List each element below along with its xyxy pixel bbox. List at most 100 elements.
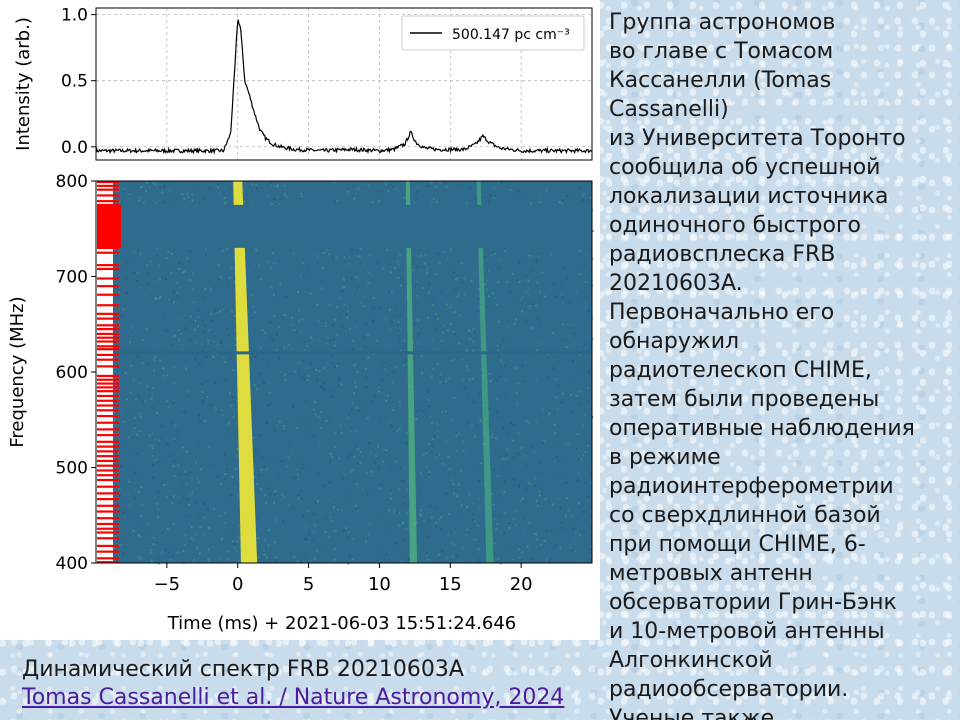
rfi-flag-mark: [97, 200, 119, 203]
burst-component-2: [405, 181, 418, 563]
article-text-line: локализации источника: [609, 184, 889, 209]
rfi-flag-mark: [97, 304, 119, 307]
rfi-flag-mark: [97, 409, 119, 412]
article-text-line: и 10-метровой антенны: [609, 619, 885, 644]
rfi-flag-mark: [97, 358, 119, 361]
article-text-line: радиотелескоп CHIME,: [609, 358, 872, 383]
article-text-line: метровых антенн: [609, 561, 813, 586]
article-text-line: из Университета Торонто: [609, 126, 906, 151]
profile-series-line: [95, 19, 593, 155]
profile-y-tick-label: 0.0: [61, 138, 88, 158]
rfi-flag-mark: [97, 531, 119, 534]
rfi-flag-mark: [97, 277, 119, 280]
profile-y-tick-label: 1.0: [61, 6, 88, 26]
rfi-flag-mark: [97, 382, 119, 385]
burst-component-3: [476, 181, 494, 563]
article-text-line: оперативные наблюдения: [609, 416, 915, 441]
rfi-flag-mark: [97, 474, 119, 477]
rfi-flag-mark: [97, 478, 119, 482]
spectrum-x-tick-label: 20: [510, 574, 533, 595]
frb-figure-svg: 0.0 0.5 1.0 500.147 pc cm⁻³ Intensity (arb.)…: [7, 6, 594, 634]
rfi-flag-mark: [97, 464, 119, 467]
rfi-flag-mark: [97, 544, 119, 548]
rfi-flag-mark: [97, 414, 119, 418]
rfi-flag-mark: [97, 527, 119, 530]
profile-y-tick-label: 0.5: [61, 72, 88, 92]
rfi-flag-mark: [97, 251, 119, 254]
spectrum-y-axis-label: Frequency (MHz): [7, 296, 28, 447]
rfi-flag-mark: [97, 404, 119, 407]
article-text-line: Ученые также: [609, 706, 775, 720]
article-text-line: обсерватории Грин-Бэнк: [609, 590, 897, 615]
rfi-flag-mark: [97, 550, 119, 553]
rfi-flag-mark: [97, 450, 119, 453]
article-text-line: Кассанелли (Tomas: [609, 68, 832, 93]
masked-band: [113, 204, 593, 248]
spectrum-x-axis-label: Time (ms) + 2021-06-03 15:51:24.646: [167, 613, 517, 634]
legend-label: 500.147 pc cm⁻³: [452, 27, 570, 43]
article-text-line: в режиме: [609, 445, 721, 470]
rfi-flag-mark: [97, 504, 119, 507]
rfi-flag-mark: [97, 317, 119, 320]
article-text: Группа астрономов во главе с Томасом Касса…: [609, 8, 954, 720]
rfi-flag-mark: [97, 492, 119, 495]
burst-component-1: [233, 181, 258, 563]
rfi-flag-mark: [97, 510, 119, 513]
spectrum-y-tick-label: 500: [56, 459, 88, 479]
article-text-line: со сверхдлинной базой: [609, 503, 881, 528]
rfi-flag-mark: [97, 390, 119, 393]
rfi-flag-mark: [97, 378, 119, 381]
article-text-line: одиночного быстрого: [609, 213, 861, 238]
rfi-flag-mark: [97, 428, 119, 431]
spectrum-y-tick-label: 800: [56, 172, 88, 192]
rfi-flag-mark: [97, 312, 119, 315]
article-text-line: Алгонкинской: [609, 648, 773, 673]
article-text-line: Группа астрономов: [609, 10, 836, 35]
rfi-flag-mark: [97, 455, 119, 458]
spectrum-x-tick-label: 15: [439, 574, 462, 595]
rfi-flag-band: [97, 204, 121, 248]
rfi-flag-mark: [97, 517, 119, 520]
article-text-line: затем были проведены: [609, 387, 880, 412]
spectrum-x-tick-label: 10: [368, 574, 391, 595]
rfi-flag-mark: [97, 386, 119, 389]
article-text-line: радиоинтерферометрии: [609, 474, 894, 499]
article-text-line: во главе с Томасом: [609, 39, 834, 64]
rfi-flag-mark: [97, 561, 119, 564]
rfi-flag-mark: [97, 328, 119, 331]
article-text-line: сообщила об успешной: [609, 155, 881, 180]
rfi-flag-mark: [97, 399, 119, 402]
rfi-flag-mark: [97, 194, 119, 197]
rfi-flag-mark: [97, 336, 119, 339]
article-text-line: при помощи CHIME, 6-: [609, 532, 866, 557]
article-text-line: обнаружил: [609, 329, 740, 354]
rfi-flag-mark: [97, 522, 119, 526]
figure-panel: 0.0 0.5 1.0 500.147 pc cm⁻³ Intensity (arb.)…: [0, 0, 600, 640]
rfi-flag-mark: [97, 485, 119, 488]
rfi-flag-mark: [97, 440, 119, 443]
rfi-flag-mark: [97, 264, 119, 267]
rfi-flag-mark: [97, 293, 119, 296]
figure-caption: Динамический спектр FRB 20210603A Tomas …: [22, 656, 612, 712]
spectrum-y-tick-label: 600: [56, 363, 88, 383]
rfi-flag-mark: [97, 537, 119, 540]
article-text-line: Первоначально его: [609, 300, 835, 325]
rfi-flag-mark: [97, 345, 119, 348]
rfi-flag-mark: [97, 184, 119, 187]
rfi-flag-mark: [97, 434, 119, 437]
rfi-flag-mark: [97, 469, 119, 472]
profile-frame: [95, 7, 593, 161]
spectrum-x-tick-label: −5: [154, 574, 181, 595]
article-text-line: 20210603A.: [609, 271, 743, 296]
article-text-line: радиообсерватории.: [609, 677, 849, 702]
source-link[interactable]: Tomas Cassanelli et al. / Nature Astrono…: [22, 685, 565, 710]
article-text-line: радиовсплеска FRB: [609, 242, 836, 267]
rfi-flag-mark: [97, 348, 119, 351]
rfi-flag-mark: [97, 557, 119, 560]
rfi-flag-mark: [97, 353, 119, 357]
caption-text: Динамический спектр FRB 20210603A: [22, 657, 464, 682]
rfi-flag-mark: [97, 332, 119, 335]
rfi-flag-mark: [97, 188, 119, 191]
rfi-flag-mark: [97, 340, 119, 343]
rfi-flag-mark: [97, 365, 119, 368]
